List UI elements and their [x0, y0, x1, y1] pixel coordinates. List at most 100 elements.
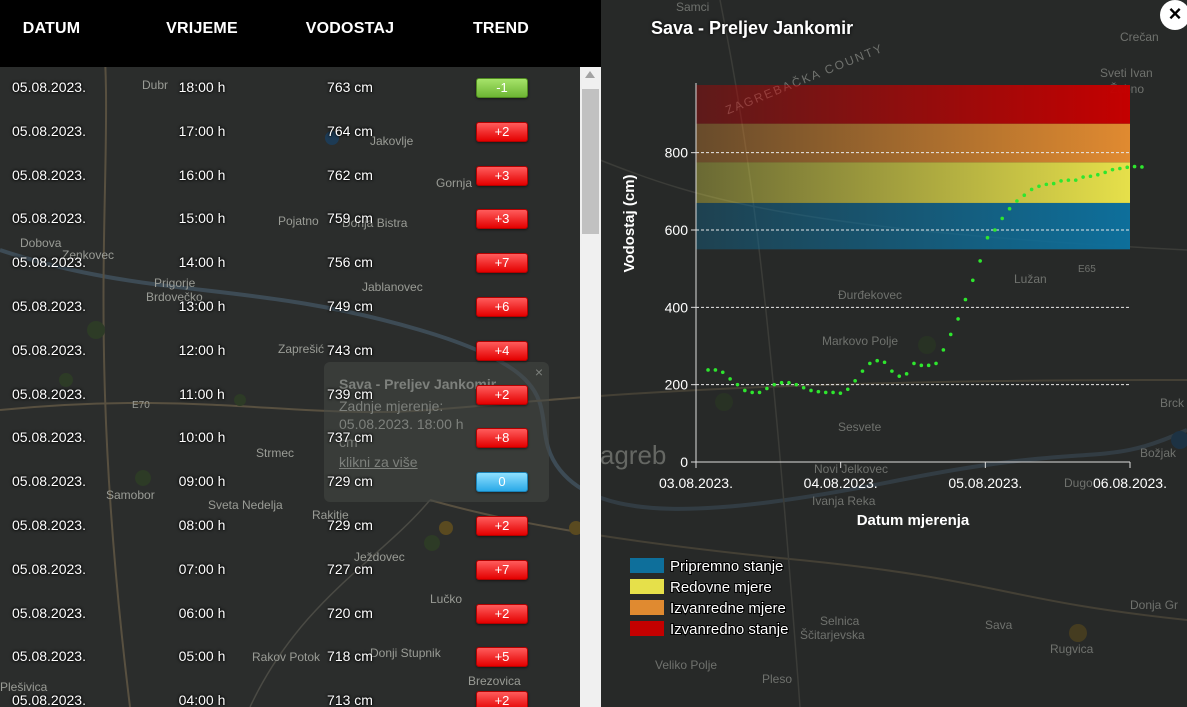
map-label: Zenkovec	[62, 248, 115, 262]
data-point	[816, 389, 821, 394]
cell-level: 749 cm	[327, 298, 373, 314]
map-label: Samci	[676, 0, 710, 14]
data-point	[823, 390, 828, 395]
table-row: 05.08.2023. 13:00 h 749 cm +6	[0, 286, 580, 330]
map-label: Gornja	[436, 176, 473, 190]
cell-date: 05.08.2023.	[12, 473, 86, 490]
table-row: 05.08.2023. 12:00 h 743 cm +4	[0, 330, 580, 374]
data-point	[978, 259, 982, 263]
table-row: 05.08.2023. 08:00 h 729 cm +2	[0, 505, 580, 549]
map-label: Strmec	[256, 446, 295, 460]
legend-label: Izvanredne mjere	[670, 600, 786, 617]
map-label: Samobor	[106, 488, 155, 502]
y-axis-label: Vodostaj (cm)	[621, 174, 638, 272]
map-label: E65	[1078, 264, 1096, 275]
data-point	[1132, 164, 1137, 169]
trend-badge: -1	[476, 78, 528, 98]
map-label: Ježdovec	[354, 550, 405, 564]
data-point	[919, 363, 924, 368]
y-tick-label: 200	[665, 377, 689, 393]
map-label: Dubr	[142, 78, 169, 92]
table-scrollbar[interactable]	[580, 67, 601, 707]
scroll-up-arrow-icon[interactable]	[585, 71, 595, 78]
legend-swatch	[630, 579, 664, 594]
cell-time: 10:00 h	[178, 429, 226, 446]
data-point	[735, 382, 740, 387]
data-point	[1125, 165, 1130, 170]
map-label: Lužan	[1014, 272, 1047, 286]
data-point	[750, 390, 754, 395]
table-row: 05.08.2023. 16:00 h 762 cm +3	[0, 155, 580, 199]
trend-badge: +7	[476, 253, 528, 274]
trend-badge: +3	[476, 209, 528, 230]
scroll-thumb[interactable]	[582, 89, 599, 234]
data-point	[956, 317, 960, 321]
map-label: Zaprešić	[278, 342, 325, 356]
map-label: Markovo Polje	[822, 334, 899, 348]
popup-title: Sava - Preljev Jankomir	[339, 376, 497, 392]
data-point	[720, 370, 725, 375]
cell-time: 06:00 h	[178, 604, 226, 621]
map-label: Donji Stupnik	[370, 646, 441, 660]
data-point	[948, 332, 953, 337]
data-point	[831, 390, 835, 395]
trend-badge: +2	[476, 121, 528, 142]
map-label: Rakov Potok	[252, 650, 321, 664]
table-row: 05.08.2023. 04:00 h 713 cm +2	[0, 680, 580, 707]
data-point	[801, 385, 806, 390]
map-label: Jablanovec	[362, 280, 423, 294]
table-row: 05.08.2023. 18:00 h 763 cm -1	[0, 67, 580, 111]
cell-time: 13:00 h	[178, 298, 226, 314]
cell-date: 05.08.2023.	[12, 79, 86, 95]
data-point	[1007, 206, 1012, 211]
data-point	[1037, 184, 1041, 189]
trend-badge: +2	[476, 691, 528, 707]
cell-date: 05.08.2023.	[12, 429, 86, 446]
map-label: Veliko Polje	[655, 658, 718, 672]
x-tick-label: 04.08.2023.	[804, 475, 878, 491]
x-tick-label: 03.08.2023.	[659, 475, 733, 491]
map-label: Ivanja Reka	[812, 494, 876, 508]
table-body[interactable]: 05.08.2023. 18:00 h 763 cm -1 05.08.2023. 17:…	[0, 67, 580, 707]
map-label: Donja Gr	[1130, 598, 1179, 612]
cell-time: 08:00 h	[178, 517, 226, 533]
popup-link[interactable]: klikni za više	[339, 454, 418, 470]
map-label: Crečan	[1120, 30, 1159, 44]
table-row: 05.08.2023. 06:00 h 720 cm +2	[0, 593, 580, 637]
map-label: Pleso	[762, 672, 793, 686]
data-point	[1096, 172, 1100, 177]
data-point	[860, 369, 865, 373]
legend-label: Izvanredno stanje	[670, 621, 788, 638]
close-icon[interactable]: ×	[1160, 0, 1187, 30]
data-point	[1000, 216, 1005, 221]
cell-level: 763 cm	[327, 79, 373, 95]
data-point	[904, 372, 909, 376]
table-row: 05.08.2023. 10:00 h 737 cm +8	[0, 417, 580, 461]
map-label: Novi Jelkovec	[814, 462, 889, 476]
popup-close-icon[interactable]: ×	[534, 364, 543, 380]
data-point	[809, 388, 813, 393]
data-point	[985, 235, 990, 240]
legend-swatch	[630, 621, 664, 636]
data-point	[757, 390, 762, 395]
cell-time: 16:00 h	[178, 166, 226, 183]
data-point	[838, 391, 843, 395]
data-point	[934, 361, 938, 366]
popup-line: cm	[339, 434, 358, 450]
trend-badge: +5	[476, 647, 528, 668]
cell-time: 05:00 h	[178, 648, 226, 665]
cell-time: 11:00 h	[179, 385, 225, 402]
table-header: DATUM VRIJEME VODOSTAJ TREND	[0, 0, 601, 67]
data-point	[1029, 187, 1034, 192]
header-level: VODOSTAJ	[305, 20, 395, 37]
data-point	[1059, 179, 1063, 183]
data-point	[794, 382, 799, 387]
legend-label: Pripremno stanje	[670, 558, 783, 575]
data-point	[1103, 170, 1107, 175]
trend-badge: +2	[476, 516, 528, 536]
cell-level: 713 cm	[327, 692, 373, 707]
cell-level: 718 cm	[327, 648, 373, 665]
cell-level: 720 cm	[327, 604, 373, 621]
data-point	[1110, 167, 1115, 172]
